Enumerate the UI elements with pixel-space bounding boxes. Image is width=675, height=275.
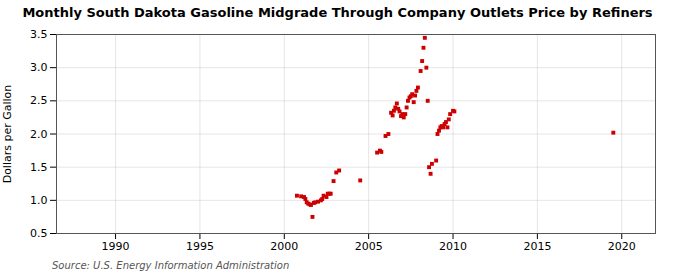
svg-text:0.5: 0.5: [30, 227, 48, 240]
svg-text:3.5: 3.5: [30, 28, 48, 41]
svg-text:2000: 2000: [270, 240, 298, 253]
svg-text:1990: 1990: [102, 240, 130, 253]
svg-text:Dollars per Gallon: Dollars per Gallon: [1, 85, 14, 184]
svg-text:1995: 1995: [186, 240, 214, 253]
svg-text:2015: 2015: [523, 240, 551, 253]
svg-text:2005: 2005: [355, 240, 383, 253]
svg-text:1.0: 1.0: [30, 194, 48, 207]
svg-text:1.5: 1.5: [30, 161, 48, 174]
svg-text:3.0: 3.0: [30, 61, 48, 74]
html-text:Source: U.S. Energy Informatio: Source: U.S. Energy Information Administ…: [52, 260, 290, 271]
html-text:Monthly South Dakota Gasoline: Monthly South Dakota Gasoline Midgrade T…: [22, 5, 653, 20]
svg-text:2010: 2010: [439, 240, 467, 253]
svg-text:2020: 2020: [608, 240, 636, 253]
svg-text:2.5: 2.5: [30, 94, 48, 107]
svg-text:2.0: 2.0: [30, 128, 48, 141]
